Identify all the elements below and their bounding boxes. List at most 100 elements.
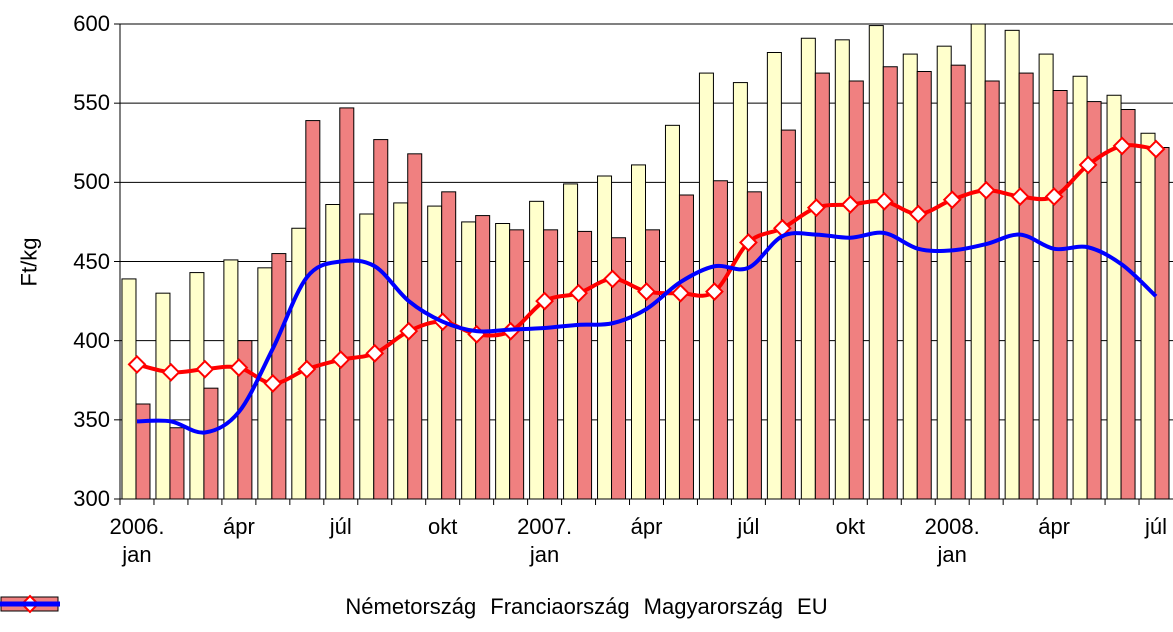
bar bbox=[529, 200, 545, 500]
legend-label: Németország bbox=[345, 594, 477, 619]
bar bbox=[169, 427, 185, 500]
legend-item: Magyarország bbox=[0, 594, 784, 620]
bar bbox=[848, 80, 864, 500]
marker bbox=[908, 204, 928, 224]
bar bbox=[712, 180, 728, 500]
bar bbox=[427, 205, 443, 500]
x-tick-label: júl bbox=[329, 514, 352, 539]
legend: Németország Franciaország Magyarország EU bbox=[0, 594, 1173, 620]
y-tick-label: 600 bbox=[73, 11, 110, 36]
bar bbox=[597, 175, 613, 500]
marker bbox=[161, 362, 181, 382]
bar bbox=[882, 66, 898, 500]
marker bbox=[942, 190, 962, 210]
line bbox=[136, 230, 1158, 435]
marker bbox=[1112, 136, 1132, 156]
bar bbox=[563, 183, 579, 500]
marker bbox=[365, 343, 385, 363]
marker bbox=[637, 282, 656, 301]
legend-item: Németország bbox=[0, 594, 477, 620]
marker bbox=[229, 358, 249, 377]
bar bbox=[1154, 147, 1170, 500]
x-tick-label: okt bbox=[835, 514, 865, 539]
bar bbox=[950, 64, 966, 500]
bar bbox=[441, 191, 457, 500]
bar bbox=[800, 37, 816, 500]
bar bbox=[732, 82, 748, 500]
bar bbox=[495, 223, 511, 500]
bar bbox=[1052, 90, 1068, 500]
x-tick-label: ápr bbox=[1038, 514, 1070, 539]
bar bbox=[223, 259, 239, 500]
marker bbox=[399, 321, 419, 341]
marker bbox=[263, 374, 283, 393]
bar bbox=[970, 23, 986, 500]
marker bbox=[603, 269, 622, 289]
marker bbox=[806, 198, 826, 218]
x-tick-label: ápr bbox=[630, 514, 663, 539]
bar bbox=[1120, 109, 1136, 500]
marker bbox=[840, 195, 860, 214]
bar bbox=[1004, 29, 1020, 500]
legend-label: EU bbox=[797, 594, 828, 619]
y-tick-label: 350 bbox=[73, 406, 110, 432]
x-tick-label: 2007. jan bbox=[517, 514, 573, 567]
bar bbox=[325, 204, 341, 500]
marker bbox=[127, 355, 147, 374]
marker bbox=[671, 283, 690, 303]
marker bbox=[874, 191, 894, 211]
bar bbox=[475, 215, 491, 500]
marker bbox=[331, 350, 351, 370]
bar bbox=[780, 129, 796, 500]
marker bbox=[195, 359, 215, 379]
bar bbox=[1038, 53, 1054, 500]
bar bbox=[373, 139, 389, 500]
legend-item: EU bbox=[0, 594, 828, 620]
y-tick-label: 400 bbox=[73, 327, 110, 353]
bar bbox=[135, 403, 151, 500]
bar bbox=[339, 107, 355, 500]
x-tick-label: júl bbox=[1145, 514, 1168, 539]
bar bbox=[1072, 75, 1088, 500]
bar bbox=[189, 272, 205, 500]
bar bbox=[984, 80, 1000, 500]
bar bbox=[1018, 72, 1034, 500]
bar bbox=[577, 230, 593, 500]
bar bbox=[916, 71, 932, 500]
legend-item: Franciaország bbox=[0, 594, 630, 620]
bar bbox=[631, 164, 646, 500]
bar bbox=[305, 120, 321, 500]
marker bbox=[705, 282, 724, 301]
bar bbox=[766, 52, 782, 500]
x-tick-label: júl bbox=[737, 514, 760, 539]
bar bbox=[1106, 94, 1122, 500]
bar bbox=[393, 202, 409, 500]
marker bbox=[1044, 187, 1064, 206]
legend-label: Magyarország bbox=[643, 594, 784, 619]
marker bbox=[1010, 187, 1030, 206]
x-tick-label: okt bbox=[428, 514, 458, 539]
bar bbox=[203, 387, 219, 500]
bar bbox=[678, 194, 694, 500]
marker bbox=[976, 180, 996, 200]
x-tick-label: 2008. jan bbox=[924, 514, 980, 567]
y-tick-label: 500 bbox=[73, 169, 110, 195]
bar bbox=[155, 292, 171, 500]
bar bbox=[902, 53, 918, 500]
marker bbox=[1078, 155, 1098, 175]
legend-swatch bbox=[0, 601, 60, 607]
y-axis-label: Ft/kg bbox=[16, 237, 42, 287]
bar bbox=[664, 124, 680, 500]
x-tick-label: ápr bbox=[222, 514, 255, 539]
bar bbox=[936, 45, 952, 500]
y-tick-label: 550 bbox=[73, 90, 110, 116]
marker bbox=[1146, 139, 1166, 159]
bar bbox=[1140, 132, 1156, 500]
y-tick-label: 300 bbox=[73, 486, 110, 511]
bar bbox=[868, 25, 884, 500]
legend-label: Franciaország bbox=[490, 594, 630, 619]
bar bbox=[814, 72, 830, 500]
bar bbox=[834, 39, 850, 500]
marker bbox=[297, 359, 317, 379]
